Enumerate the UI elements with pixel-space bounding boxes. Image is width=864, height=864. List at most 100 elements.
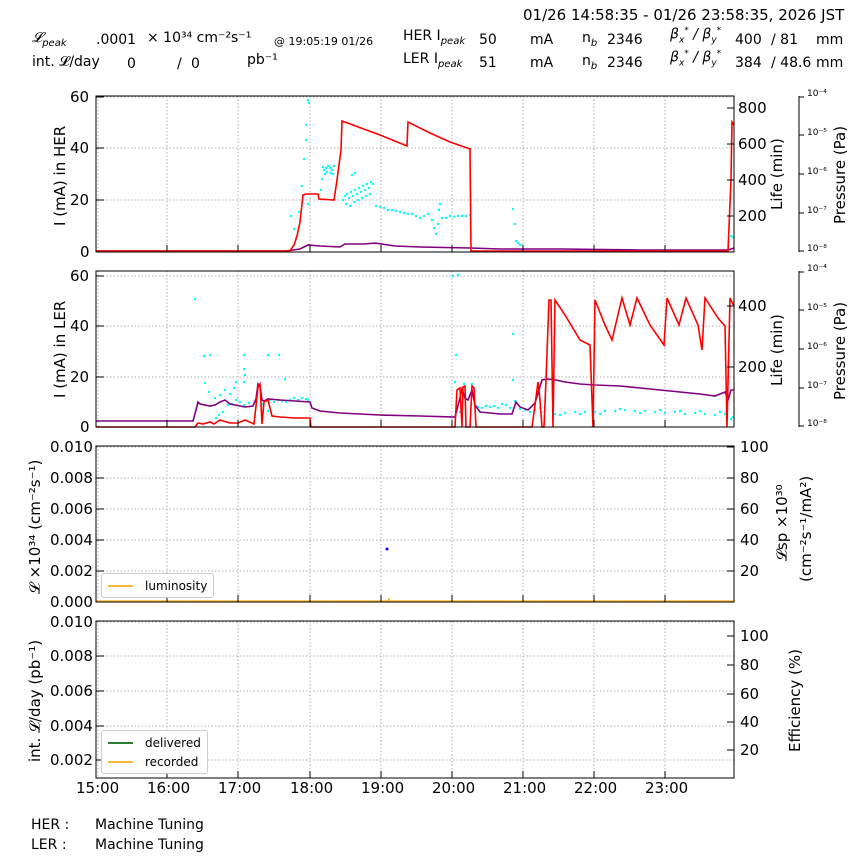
ler-y2tick-400: 400 <box>738 297 767 315</box>
legend-luminosity: luminosity <box>145 578 208 593</box>
xtick-1500: 15:00 <box>76 779 120 797</box>
her-ipeak-label: HER Ipeak <box>403 28 466 47</box>
her-y2tick-200: 200 <box>738 207 767 225</box>
y-ticks <box>96 96 804 761</box>
ler-ipeak-value: 51 <box>479 55 497 71</box>
axes-frames <box>95 95 800 779</box>
lum-y2label-a: 𝓛sp ×10³⁰ <box>773 484 791 561</box>
her-beta-label: βx* / βy* <box>670 26 722 46</box>
lum-y2tick-80: 80 <box>740 469 760 487</box>
her-y3tick-1: 10⁻⁴ <box>807 89 827 99</box>
ler-y3tick-1: 10⁻⁴ <box>807 264 827 274</box>
footer-her-label: HER : <box>31 817 70 833</box>
her-ytick-60: 60 <box>70 88 90 106</box>
her-beta-x: 400 <box>735 32 762 48</box>
ler-ytick-40: 40 <box>70 317 90 335</box>
intl-ytick-3: 0.004 <box>50 717 93 735</box>
xtick-1800: 18:00 <box>290 779 334 797</box>
intl-recorded: 0 <box>191 56 200 72</box>
intl-unit: pb⁻¹ <box>247 52 278 68</box>
intl-ytick-0: 0.010 <box>50 613 93 631</box>
ler-y2label: Life (min) <box>768 314 786 386</box>
legend-recorded: recorded <box>145 754 199 769</box>
lum-ylabel: 𝓛 ×10³⁴ (cm⁻²s⁻¹) <box>26 459 44 594</box>
ler-y3tick-3: 10⁻⁶ <box>807 342 827 352</box>
intl-y2tick-100: 100 <box>740 627 769 645</box>
ler-life-line <box>96 378 734 422</box>
footer-ler-status: Machine Tuning <box>95 837 204 853</box>
her-y3tick-3: 10⁻⁶ <box>807 167 827 177</box>
ler-ytick-20: 20 <box>70 368 90 386</box>
her-beta-unit: mm <box>816 32 844 48</box>
lum-ytick-3: 0.004 <box>50 531 93 549</box>
ler-nb-label: nb <box>582 53 598 72</box>
lum-y2tick-60: 60 <box>740 500 760 518</box>
her-nb-label: nb <box>582 30 598 49</box>
her-ytick-0: 0 <box>80 243 90 261</box>
ler-y3label: Pressure (Pa) <box>831 301 849 400</box>
ler-beta-label: βx* / βy* <box>670 49 722 69</box>
intl-sep: / <box>177 56 182 72</box>
lum-ytick-1: 0.008 <box>50 469 93 487</box>
xtick-1900: 19:00 <box>361 779 405 797</box>
her-y2tick-400: 400 <box>738 171 767 189</box>
lum-ytick-4: 0.002 <box>50 562 93 580</box>
her-ipeak-unit: mA <box>530 32 554 48</box>
ler-pressure-scatter <box>193 273 735 421</box>
lpeak-time: @ 19:05:19 01/26 <box>274 35 374 48</box>
x-ticks <box>166 245 666 778</box>
xtick-2000: 20:00 <box>432 779 476 797</box>
ler-nb-value: 2346 <box>607 55 643 71</box>
ler-beta-x: 384 <box>735 55 762 71</box>
xtick-2200: 22:00 <box>574 779 618 797</box>
intl-y2tick-80: 80 <box>740 656 760 674</box>
ler-ytick-60: 60 <box>70 267 90 285</box>
lpeak-unit: × 10³⁴ cm⁻²s⁻¹ <box>147 30 252 46</box>
lum-y2tick-40: 40 <box>740 531 760 549</box>
lum-ytick-2: 0.006 <box>50 500 93 518</box>
intl-y2tick-40: 40 <box>740 713 760 731</box>
her-ylabel: I (mA) in HER <box>51 125 69 226</box>
intl-delivered: 0 <box>127 56 136 72</box>
intl-y2tick-20: 20 <box>740 741 760 759</box>
ler-beta-y: / 48.6 <box>771 55 812 71</box>
ler-ipeak-label: LER Ipeak <box>403 51 463 70</box>
her-pressure-scatter <box>289 98 735 247</box>
ler-ylabel: I (mA) in LER <box>51 300 69 398</box>
intl-label: int. 𝓛/day <box>32 54 100 70</box>
ler-y2tick-200: 200 <box>738 358 767 376</box>
ler-ytick-0: 0 <box>80 418 90 436</box>
lum-y2label-b: (cm⁻²s⁻¹/mA²) <box>797 475 815 582</box>
her-y2tick-800: 800 <box>738 99 767 117</box>
legend-delivered: delivered <box>145 735 201 750</box>
her-beta-y: / 81 <box>771 32 798 48</box>
luminosity-swatch <box>108 584 133 587</box>
intl-ylabel: int. 𝓛/day (pb⁻¹) <box>26 639 44 762</box>
her-ipeak-value: 50 <box>479 32 497 48</box>
her-y3label: Pressure (Pa) <box>831 125 849 224</box>
her-y2tick-600: 600 <box>738 135 767 153</box>
lum-y2tick-100: 100 <box>740 438 769 456</box>
time-range: 01/26 14:58:35 - 01/26 23:58:35, 2026 JS… <box>523 6 845 24</box>
xtick-1600: 16:00 <box>147 779 191 797</box>
recorded-swatch <box>108 760 133 763</box>
intl-ytick-2: 0.006 <box>50 682 93 700</box>
lpeak-value: .0001 <box>96 32 137 48</box>
lsp-point <box>385 547 389 551</box>
her-ytick-20: 20 <box>70 191 90 209</box>
ler-ipeak-unit: mA <box>530 55 554 71</box>
lum-ytick-0: 0.010 <box>50 438 93 456</box>
footer-ler-label: LER : <box>31 837 67 853</box>
lum-ytick-5: 0.000 <box>50 593 93 611</box>
intl-y2label: Efficiency (%) <box>786 649 804 752</box>
her-y3tick-5: 10⁻⁸ <box>807 244 827 254</box>
intl-legend: delivered recorded <box>101 730 208 774</box>
ler-beta-unit: mm <box>816 55 844 71</box>
intl-ytick-4: 0.002 <box>50 751 93 769</box>
lum-y2tick-20: 20 <box>740 562 760 580</box>
lpeak-label: 𝓛peak <box>32 30 67 49</box>
xtick-2100: 21:00 <box>503 779 547 797</box>
xtick-1700: 17:00 <box>218 779 262 797</box>
footer-her-status: Machine Tuning <box>95 817 204 833</box>
